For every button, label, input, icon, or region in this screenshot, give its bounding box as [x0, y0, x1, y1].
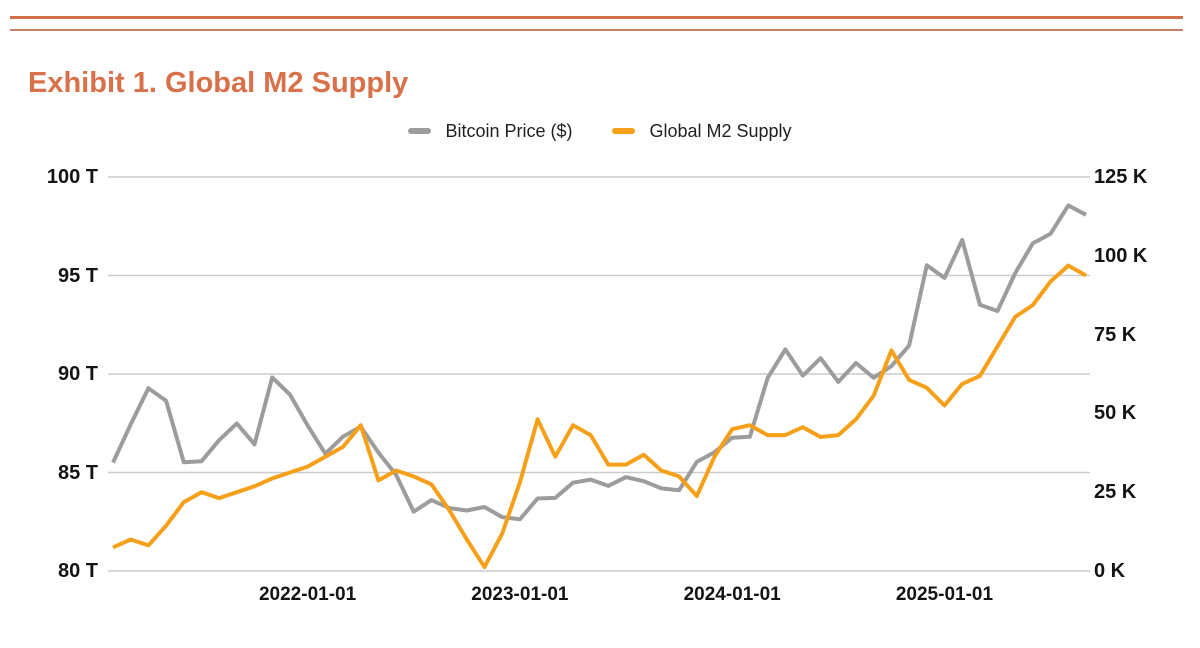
axis-tick-label: 100 K [1094, 244, 1148, 267]
gridlines [108, 176, 1090, 572]
axis-tick-label: 80 T [57, 560, 98, 582]
axis-tick-label: 85 T [57, 461, 98, 484]
axis-tick-label: 2022-01-01 [258, 584, 357, 605]
series-line-bitcoin-price [111, 203, 1087, 522]
page-title: Exhibit 1. Global M2 Supply [28, 67, 409, 100]
axis-tick-label: 0 K [1094, 560, 1126, 582]
axis-tick-label: 95 T [57, 264, 98, 287]
axis-tick-label: 90 T [57, 363, 98, 385]
legend-label: Bitcoin Price ($) [445, 120, 573, 141]
legend-label: Global M2 Supply [649, 120, 792, 141]
series-line-global-m2 [112, 263, 1087, 570]
header-rule-top [10, 16, 1183, 19]
axis-tick-label: 2025-01-01 [895, 584, 994, 605]
bitcoin-series-swatch [408, 128, 432, 134]
legend-item-bitcoin-price: Bitcoin Price ($) [408, 121, 572, 142]
axis-tick-label: 25 K [1094, 481, 1137, 504]
m2-series-swatch [612, 128, 636, 134]
axis-tick-label: 100 T [46, 166, 98, 188]
axis-tick-label: 125 K [1094, 166, 1148, 188]
header-rule-bottom [10, 29, 1183, 31]
axis-tick-label: 2024-01-01 [683, 584, 781, 605]
axis-tick-label: 75 K [1094, 323, 1137, 346]
axis-tick-label: 50 K [1094, 402, 1137, 425]
legend-item-global-m2: Global M2 Supply [612, 120, 792, 142]
axis-tick-label: 2023-01-01 [471, 584, 569, 605]
series-lines [111, 203, 1087, 570]
chart-legend: Bitcoin Price ($) Global M2 Supply [0, 118, 1200, 144]
